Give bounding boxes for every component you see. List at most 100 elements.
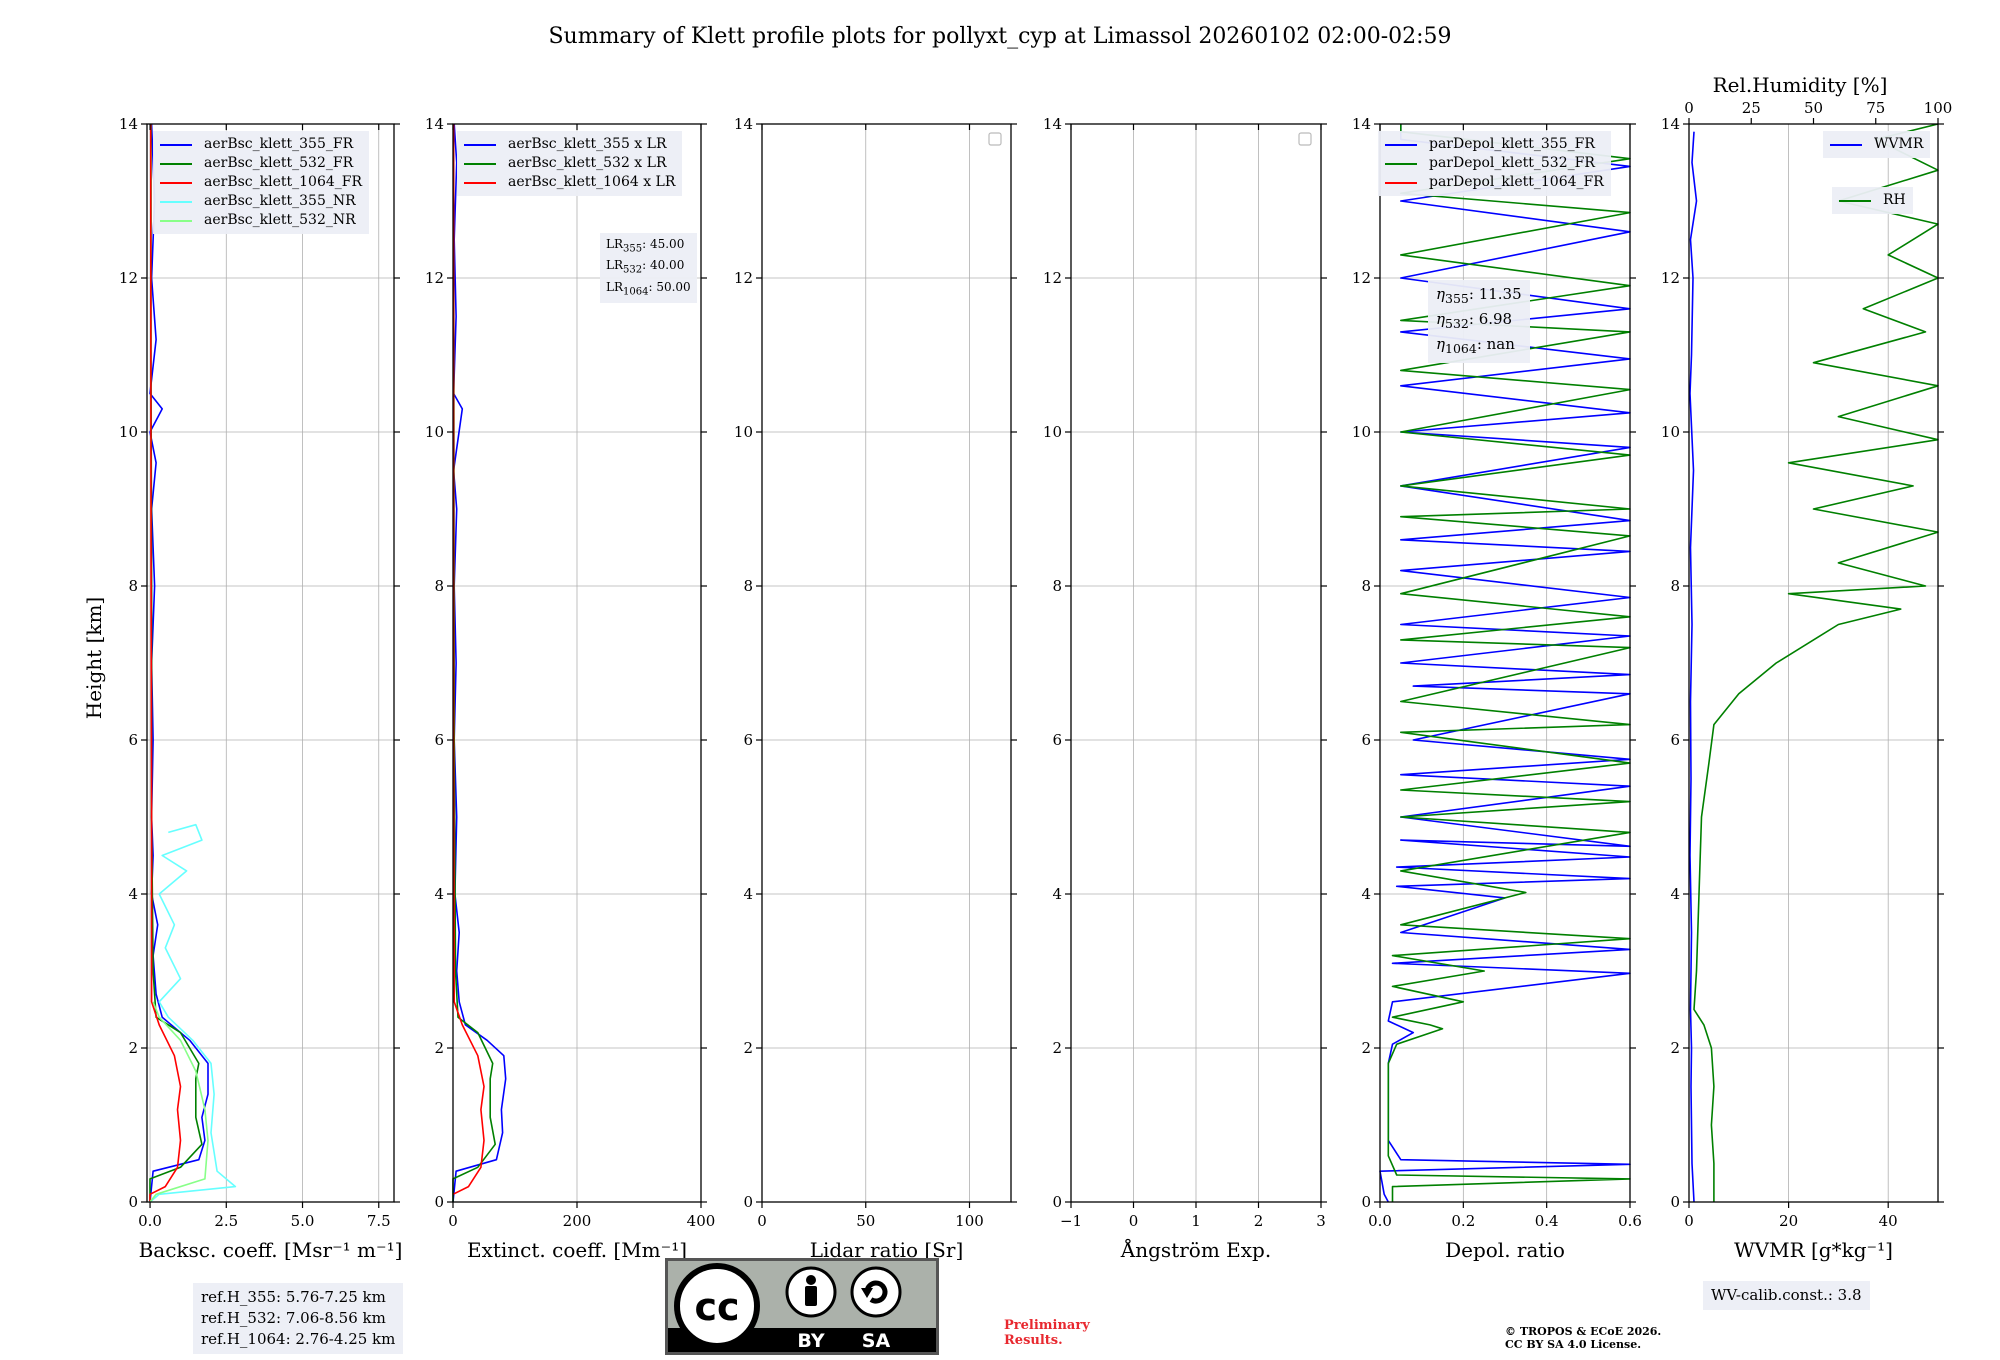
y-tick-label: 14 <box>1352 115 1371 133</box>
legend-label: parDepol_klett_355_FR <box>1429 136 1595 152</box>
plot-frame <box>146 123 395 1203</box>
x-tick-label: 0.0 <box>1368 1212 1392 1230</box>
x-tick-label: 0.2 <box>1451 1212 1475 1230</box>
x-axis-label: WVMR [g*kg⁻¹] <box>1734 1238 1893 1262</box>
series-line-aerBsc_klett_355_FR <box>149 123 209 1203</box>
legend-label: aerBsc_klett_1064_FR <box>204 174 363 190</box>
y-tick-label: 4 <box>128 885 138 903</box>
series-line-aerBsc_klett_532_FR <box>149 124 203 1202</box>
panel-ext: 0 200 400 0 2 4 6 8 10 12 14 Extinct. coeff. [Mm⁻¹] <box>425 115 715 1262</box>
legend-label: parDepol_klett_532_FR <box>1429 155 1595 171</box>
ref-height-row: ref.H_532: 7.06-8.56 km <box>201 1309 386 1327</box>
legend-swatch <box>464 162 496 165</box>
y-tick-label: 2 <box>743 1039 753 1057</box>
x-axis-label: Ångström Exp. <box>1120 1237 1271 1262</box>
lr-row: LR355: 45.00 <box>606 237 685 255</box>
x-tick-label: 0 <box>1684 1212 1694 1230</box>
legend-entry: RH <box>1839 191 1906 210</box>
legend-swatch <box>160 219 192 222</box>
y-axis-label: Height [km] <box>82 597 106 719</box>
x-axis-label: Backsc. coeff. [Msr⁻¹ m⁻¹] <box>139 1238 403 1262</box>
reference-heights-box: ref.H_355: 5.76-7.25 km ref.H_532: 7.06-… <box>193 1283 404 1354</box>
top-tick-label: 100 <box>1924 99 1953 117</box>
plot-frame <box>1688 123 1939 1203</box>
y-tick-label: 0 <box>128 1193 138 1211</box>
y-tick-label: 12 <box>1352 269 1371 287</box>
eta-row: η1064: nan <box>1436 335 1515 356</box>
legend-label: aerBsc_klett_532_NR <box>204 212 356 228</box>
x-tick-label: 200 <box>563 1212 592 1230</box>
x-axis-label: Depol. ratio <box>1445 1238 1565 1262</box>
series-line-parDepol_klett_532_FR <box>1387 124 1631 1202</box>
x-tick-label: 0 <box>1129 1212 1139 1230</box>
legend-swatch <box>160 181 192 184</box>
series-line-parDepol_klett_355_FR <box>1379 124 1631 1203</box>
x-tick-label: 5.0 <box>291 1212 315 1230</box>
copyright-note: © TROPOS & ECoE 2026. CC BY SA 4.0 Licen… <box>1505 1325 1662 1351</box>
ref-height-row: ref.H_1064: 2.76-4.25 km <box>201 1330 396 1348</box>
panel-dep: 0.0 0.2 0.4 0.6 0 2 4 6 8 10 12 14 Depol. ratio <box>1352 115 1642 1262</box>
legend-swatch <box>1830 143 1862 146</box>
y-tick-label: 10 <box>119 423 138 441</box>
legend-swatch <box>464 181 496 184</box>
y-tick-label: 10 <box>1661 423 1680 441</box>
plot-frame <box>761 123 1012 1203</box>
legend-swatch <box>464 143 496 146</box>
y-tick-label: 8 <box>434 577 444 595</box>
y-tick-label: 10 <box>1352 423 1371 441</box>
x-tick-label: 0 <box>448 1212 458 1230</box>
top-axis-label: Rel.Humidity [%] <box>1713 73 1888 97</box>
y-tick-label: 6 <box>1361 731 1371 749</box>
x-tick-label: 7.5 <box>367 1212 391 1230</box>
y-tick-label: 2 <box>1361 1039 1371 1057</box>
legend-label: WVMR <box>1874 136 1924 152</box>
y-tick-label: 4 <box>1052 885 1062 903</box>
x-tick-label: 3 <box>1316 1212 1326 1230</box>
panel-bsc: 0.0 2.5 5.0 7.5 0 2 4 6 8 10 12 14 Backsc. coeff. [M… <box>119 115 402 1262</box>
y-tick-label: 8 <box>743 577 753 595</box>
x-tick-label: 2.5 <box>214 1212 238 1230</box>
wv-calib-text: WV-calib.const.: 3.8 <box>1711 1286 1862 1304</box>
x-tick-label: 20 <box>1779 1212 1798 1230</box>
legend-label: parDepol_klett_1064_FR <box>1429 174 1604 190</box>
top-tick-label: 75 <box>1866 99 1885 117</box>
series-line-aerBsc_klett_1064 x LR <box>452 124 485 1196</box>
y-tick-label: 8 <box>128 577 138 595</box>
y-tick-label: 10 <box>1043 423 1062 441</box>
y-tick-label: 0 <box>743 1193 753 1211</box>
cc-logo-icon <box>674 1263 760 1349</box>
x-tick-label: 0.4 <box>1535 1212 1559 1230</box>
legend-entry: aerBsc_klett_532_NR <box>160 211 362 230</box>
y-tick-label: 0 <box>1670 1193 1680 1211</box>
y-tick-label: 12 <box>734 269 753 287</box>
x-tick-label: −1 <box>1060 1212 1082 1230</box>
legend-label: aerBsc_klett_532 x LR <box>508 155 667 171</box>
y-tick-label: 12 <box>1043 269 1062 287</box>
y-tick-label: 14 <box>1661 115 1680 133</box>
y-tick-label: 14 <box>1043 115 1062 133</box>
x-tick-label: 100 <box>955 1212 984 1230</box>
wv-calib-box: WV-calib.const.: 3.8 <box>1703 1281 1870 1310</box>
lr-row: LR1064: 50.00 <box>606 279 691 298</box>
plot-frame <box>1379 123 1631 1203</box>
legend-label: aerBsc_klett_355_FR <box>204 136 354 152</box>
lr-row: LR532: 40.00 <box>606 258 685 276</box>
x-axis-label: Extinct. coeff. [Mm⁻¹] <box>467 1238 687 1262</box>
top-tick-label: 50 <box>1804 99 1823 117</box>
legend-swatch <box>1385 181 1417 184</box>
x-tick-label: 400 <box>687 1212 716 1230</box>
series-line-aerBsc_klett_355 x LR <box>452 123 507 1203</box>
x-tick-label: 50 <box>856 1212 875 1230</box>
sa-sharealike-icon <box>850 1266 902 1318</box>
x-tick-label: 0.0 <box>138 1212 162 1230</box>
legend-entry: aerBsc_klett_532_FR <box>160 154 362 173</box>
legend-label: aerBsc_klett_532_FR <box>204 155 354 171</box>
cc-logo-text: cc <box>694 1285 739 1329</box>
legend-entry: parDepol_klett_532_FR <box>1385 154 1604 173</box>
y-tick-label: 6 <box>743 731 753 749</box>
y-tick-label: 0 <box>1052 1193 1062 1211</box>
